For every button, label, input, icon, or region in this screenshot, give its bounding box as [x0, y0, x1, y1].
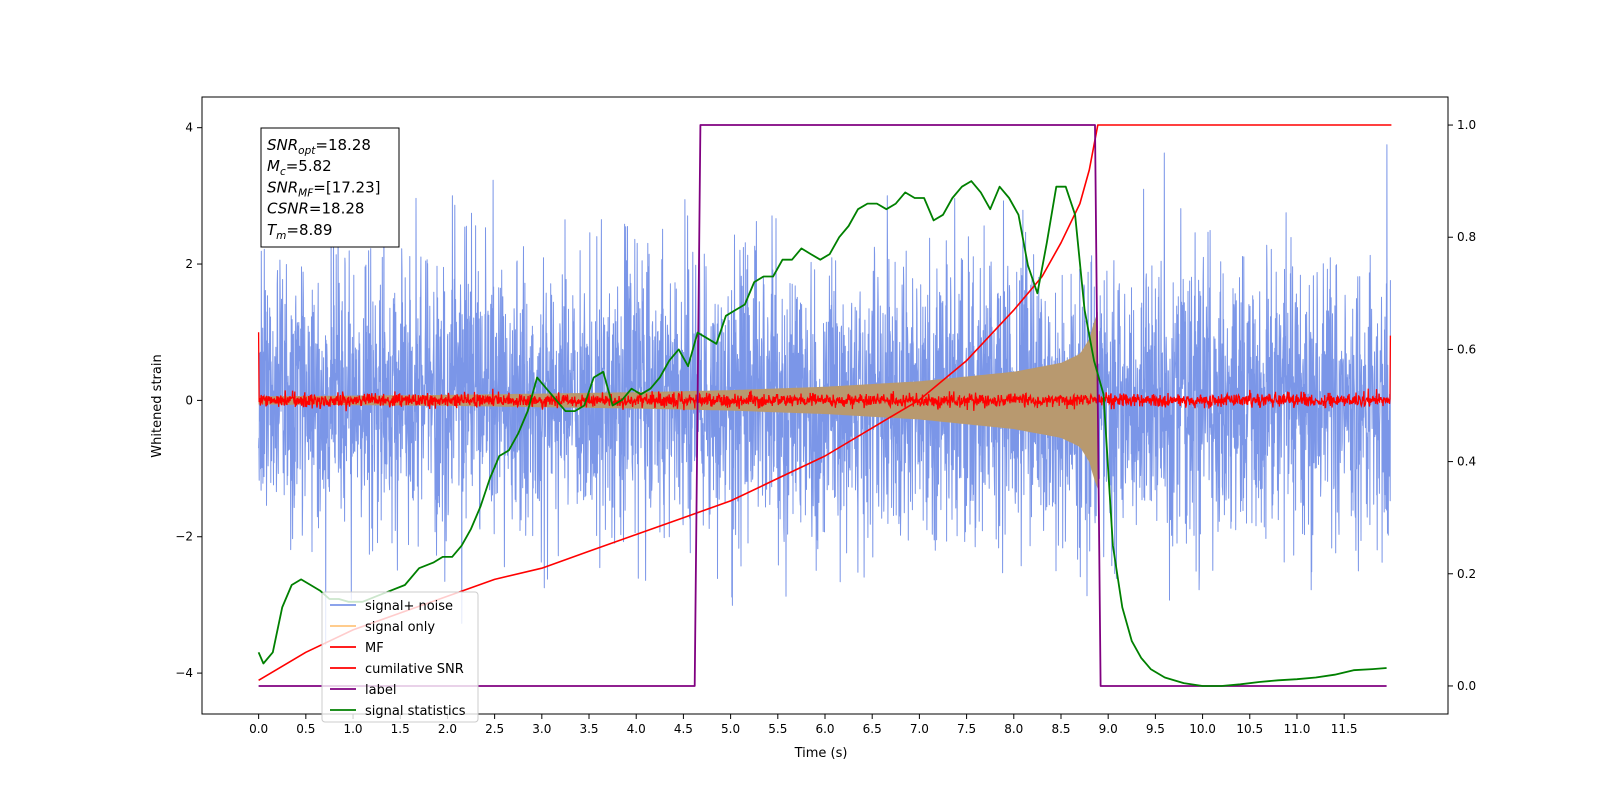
annotation-box-frame — [260, 127, 400, 248]
x-tick-label: 5.5 — [768, 722, 787, 736]
annotation-line: SNRopt=18.28 — [267, 136, 371, 157]
series-signal-plus-noise — [258, 144, 1391, 646]
y-axis-left-ticks: 4 2 0 −2 −4 — [175, 121, 202, 680]
x-tick-label: 3.5 — [579, 722, 598, 736]
y-right-tick-label: 0.4 — [1457, 455, 1476, 469]
y-right-tick-label: 0.8 — [1457, 230, 1476, 244]
x-tick-label: 8.0 — [1004, 722, 1023, 736]
mf-line — [257, 332, 1392, 412]
legend: signal+ noise signal only MF cumilative SNR… — [321, 591, 479, 723]
legend-entry: signal+ noise — [365, 599, 453, 614]
x-tick-label: 4.0 — [627, 722, 646, 736]
annotation-line: SNRMF=[17.23] — [267, 178, 381, 199]
annotation-line: CSNR=18.28 — [267, 200, 364, 218]
x-tick-label: 10.5 — [1236, 722, 1263, 736]
x-tick-label: 6.5 — [863, 722, 882, 736]
x-tick-label: 1.0 — [343, 722, 362, 736]
x-tick-label: 5.0 — [721, 722, 740, 736]
x-tick-label: 0.5 — [296, 722, 315, 736]
legend-frame — [321, 591, 479, 723]
x-tick-label: 7.0 — [910, 722, 929, 736]
x-tick-label: 9.0 — [1099, 722, 1118, 736]
x-tick-label: 9.5 — [1146, 722, 1165, 736]
x-tick-label: 11.5 — [1331, 722, 1358, 736]
y-left-tick-label: 4 — [185, 121, 193, 135]
legend-entry: signal statistics — [365, 704, 466, 719]
x-tick-label: 2.5 — [485, 722, 504, 736]
y-right-tick-label: 0.6 — [1457, 342, 1476, 356]
legend-entry: signal only — [365, 620, 435, 635]
x-tick-label: 6.0 — [815, 722, 834, 736]
legend-entry: cumilative SNR — [365, 662, 464, 677]
y-right-tick-label: 0.0 — [1457, 679, 1476, 693]
y-axis-label: Whitened strain — [150, 354, 165, 457]
legend-entry: MF — [365, 641, 384, 656]
y-left-tick-label: 0 — [185, 393, 193, 407]
annotation-box: SNRopt=18.28Mc=5.82SNRMF=[17.23]CSNR=18.… — [260, 127, 400, 248]
signal-plus-noise-line — [258, 144, 1391, 646]
x-tick-label: 11.0 — [1284, 722, 1311, 736]
signal-statistics-line — [257, 180, 1387, 687]
label-line — [258, 124, 1387, 687]
x-axis-ticks: 0.0 0.5 1.0 1.5 2.0 2.5 3.0 3.5 4.0 4.5 5.0 5.5 6.0 6… — [249, 714, 1358, 736]
x-tick-label: 10.0 — [1189, 722, 1216, 736]
x-tick-label: 1.5 — [391, 722, 410, 736]
x-axis-label: Time (s) — [794, 746, 848, 761]
x-tick-label: 4.5 — [674, 722, 693, 736]
series-signal-statistics — [257, 180, 1387, 687]
y-right-tick-label: 1.0 — [1457, 118, 1476, 132]
x-tick-label: 7.5 — [957, 722, 976, 736]
annotation-line: Tm=8.89 — [267, 221, 332, 242]
y-right-tick-label: 0.2 — [1457, 567, 1476, 581]
y-left-tick-label: −4 — [175, 666, 193, 680]
annotation-line: Mc=5.82 — [267, 157, 332, 178]
x-tick-label: 2.0 — [438, 722, 457, 736]
series-label — [258, 124, 1387, 687]
x-tick-label: 3.0 — [532, 722, 551, 736]
x-tick-label: 8.5 — [1051, 722, 1070, 736]
legend-entry: label — [365, 683, 396, 698]
y-left-tick-label: −2 — [175, 530, 193, 544]
series-mf — [257, 332, 1392, 412]
x-tick-label: 0.0 — [249, 722, 268, 736]
y-left-tick-label: 2 — [185, 257, 193, 271]
y-axis-right-ticks: 1.0 0.8 0.6 0.4 0.2 0.0 — [1448, 118, 1476, 693]
